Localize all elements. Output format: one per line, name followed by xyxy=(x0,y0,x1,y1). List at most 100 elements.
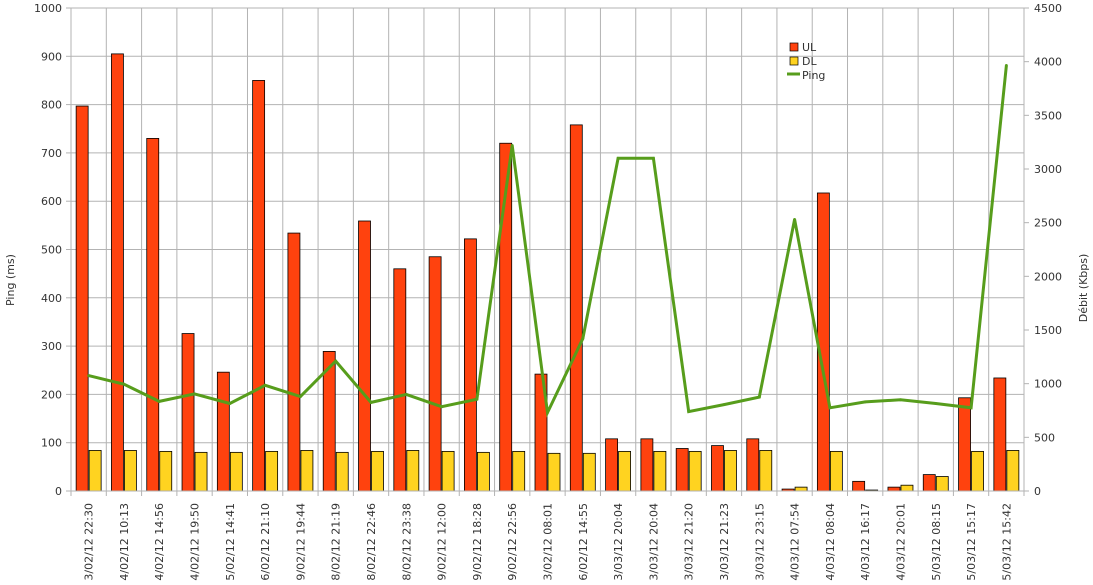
point-ping xyxy=(299,395,302,398)
bar-dl xyxy=(971,450,984,492)
gridlines xyxy=(70,7,1025,492)
point-ping xyxy=(87,374,91,378)
x-axis-tick-label: 03/03/12 20:04 xyxy=(647,503,660,581)
left-axis-tick-label: 300 xyxy=(41,340,62,353)
legend-swatch-ul xyxy=(789,42,799,52)
point-ping xyxy=(616,156,620,160)
point-ping xyxy=(510,143,514,147)
bar-dl xyxy=(477,451,490,492)
right-axis-tick-label: 1000 xyxy=(1034,378,1062,391)
point-ping xyxy=(581,337,585,340)
bar-ul xyxy=(675,448,689,492)
bar-dl xyxy=(724,450,737,492)
bar-ul xyxy=(287,232,301,492)
bar-ul xyxy=(816,192,830,492)
bar-ul xyxy=(464,238,477,492)
x-axis-tick-label: 19/02/12 12:00 xyxy=(436,503,449,581)
bar-ul xyxy=(569,124,583,492)
bar-ul xyxy=(252,80,266,492)
left-axis-label: Ping (ms) xyxy=(4,254,17,306)
left-axis-tick-labels: 0 100 200 300 400 500 600 700 800 900 1000 xyxy=(34,2,62,498)
x-axis-tick-label: 03/03/12 21:20 xyxy=(683,503,696,581)
point-ping xyxy=(122,382,126,386)
left-axis-tick-label: 600 xyxy=(41,195,62,208)
point-ping xyxy=(440,405,444,409)
bar-ul xyxy=(640,438,654,492)
bar-dl xyxy=(194,451,208,492)
point-ping xyxy=(157,399,161,403)
bar-dl xyxy=(159,450,173,492)
right-axis-tick-label: 1500 xyxy=(1034,324,1062,337)
point-ping xyxy=(969,406,973,410)
bar-ul xyxy=(887,486,901,492)
point-ping xyxy=(193,392,196,396)
right-axis-tick-label: 4000 xyxy=(1034,56,1062,69)
right-axis-tick-label: 0 xyxy=(1034,485,1041,498)
bar-dl xyxy=(794,486,808,492)
right-axis-tick-label: 2000 xyxy=(1034,270,1062,283)
bar-dl xyxy=(88,450,102,492)
x-axis-tick-label: 05/03/12 15:17 xyxy=(965,503,978,581)
bar-dl xyxy=(406,450,420,492)
bar-ul xyxy=(181,333,195,492)
line-marks xyxy=(87,64,1008,418)
x-axis-tick-label: 05/02/12 14:41 xyxy=(224,503,237,581)
x-axis-tick-label: 04/02/12 19:50 xyxy=(189,503,202,581)
bar-ul xyxy=(711,445,724,492)
left-axis-tick-label: 800 xyxy=(41,99,62,112)
bar-ul xyxy=(852,480,866,492)
point-ping xyxy=(263,383,267,387)
bar-dl xyxy=(759,450,773,492)
bar-ul xyxy=(746,438,760,492)
point-ping xyxy=(828,406,832,410)
bar-dl xyxy=(300,450,314,492)
bar-dl xyxy=(688,450,702,492)
bar-dl xyxy=(900,484,914,492)
x-axis-tick-label: 18/02/12 23:38 xyxy=(400,503,413,581)
bar-dl xyxy=(653,450,667,492)
point-ping xyxy=(651,156,655,160)
legend-label-ul: UL xyxy=(802,41,817,54)
x-axis-tick-label: 18/02/12 21:19 xyxy=(330,503,343,581)
bar-dl xyxy=(829,450,843,492)
x-axis-tick-label: 03/03/12 21:23 xyxy=(718,503,731,581)
left-axis-tick-label: 100 xyxy=(41,437,62,450)
x-axis-tick-label: 04/02/12 14:56 xyxy=(153,503,166,581)
point-ping xyxy=(687,410,691,413)
bar-ul xyxy=(993,377,1007,492)
left-axis-tick-label: 900 xyxy=(41,50,62,63)
point-ping xyxy=(228,402,232,405)
x-axis-tick-label: 26/02/12 14:55 xyxy=(577,503,590,581)
x-axis-tick-label: 03/02/12 22:30 xyxy=(83,503,96,581)
bar-ul xyxy=(216,371,230,492)
bar-dl xyxy=(335,451,349,492)
x-axis-tick-labels: 03/02/12 22:30 04/02/12 10:13 04/02/12 14:… xyxy=(83,503,1014,585)
left-axis-tick-label: 400 xyxy=(41,292,62,305)
right-axis-tick-label: 3500 xyxy=(1034,109,1062,122)
x-axis-tick-label: 19/02/12 22:56 xyxy=(506,503,519,581)
x-axis-tick-label: 03/03/12 20:04 xyxy=(612,503,625,581)
left-axis-tick-label: 700 xyxy=(41,147,62,160)
right-axis-tick-label: 4500 xyxy=(1034,2,1062,15)
point-ping xyxy=(863,400,867,404)
point-ping xyxy=(404,393,408,396)
x-axis-tick-label: 06/02/12 21:10 xyxy=(259,503,272,581)
bar-dl xyxy=(582,452,596,492)
bar-dl xyxy=(1006,450,1020,492)
point-ping xyxy=(334,359,338,363)
point-ping xyxy=(722,403,726,406)
point-ping xyxy=(934,402,938,405)
point-ping xyxy=(793,218,796,221)
right-axis-tick-label: 3000 xyxy=(1034,163,1062,176)
bar-dl xyxy=(618,450,631,492)
right-axis-label: Débit (Kbps) xyxy=(1077,254,1090,323)
left-axis-tick-label: 0 xyxy=(55,485,62,498)
left-axis-tick-label: 500 xyxy=(41,244,62,257)
point-ping xyxy=(369,401,373,404)
bar-ul xyxy=(605,438,618,492)
right-axis-tick-labels: 0 500 1000 1500 2000 2500 3000 3500 4000 4500 xyxy=(1034,2,1062,498)
bar-ul xyxy=(428,256,442,492)
x-axis-tick-label: 04/03/12 07:54 xyxy=(789,503,802,581)
